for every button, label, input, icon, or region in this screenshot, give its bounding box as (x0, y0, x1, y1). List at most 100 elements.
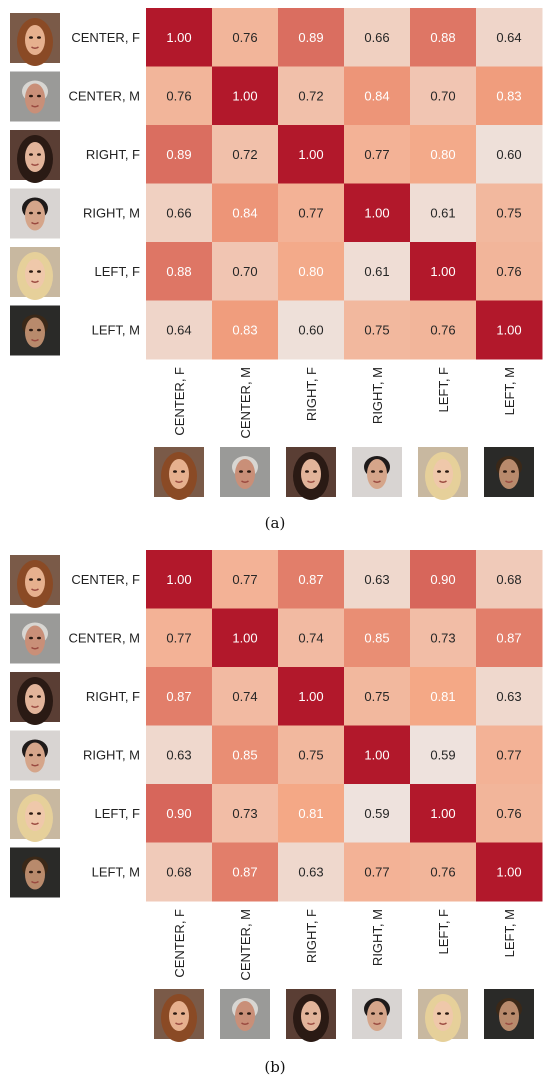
face-mouth (31, 822, 39, 825)
heatmap-cell (410, 8, 477, 67)
face-right-male-icon (10, 188, 60, 239)
face-eye (503, 470, 507, 473)
heatmap-cell (344, 842, 411, 902)
face-eye (247, 470, 251, 473)
cell-value-label: 0.81 (298, 806, 323, 821)
cell-value-label: 0.76 (430, 322, 455, 337)
face-left-male-icon (10, 847, 60, 898)
face-skin (499, 1001, 519, 1031)
heatmap-cell (212, 784, 279, 843)
heatmap-cell (278, 66, 345, 126)
cell-value-label: 0.75 (496, 205, 521, 220)
cell-value-label: 1.00 (298, 689, 323, 704)
heatmap-cell (146, 725, 213, 785)
face-skin (235, 1001, 255, 1031)
face-eye (313, 1012, 317, 1015)
face-skin (25, 567, 45, 597)
heatmap-cell (146, 242, 213, 301)
column-label: RIGHT, M (370, 367, 385, 424)
cell-value-label: 1.00 (364, 747, 389, 762)
face-mouth (31, 880, 39, 884)
face-eye (445, 1012, 449, 1015)
row-label: LEFT, F (94, 806, 140, 821)
heatmap-panel-b: 1.00 0.77 0.87 0.63 0.90 0.68 0.77 1.00 0.74 0.85… (0, 545, 550, 1085)
face-skin (25, 317, 45, 348)
heatmap-cell (410, 300, 477, 360)
face-center-male-icon (220, 989, 270, 1039)
face-skin (301, 459, 321, 489)
face-eye (181, 1012, 185, 1015)
cell-value-label: 1.00 (166, 572, 191, 587)
cell-value-label: 0.63 (166, 747, 191, 762)
face-skin (25, 684, 45, 714)
face-eye (181, 470, 185, 473)
heatmap-cell (212, 608, 279, 668)
face-eye (37, 636, 41, 640)
cell-value-label: 0.61 (430, 205, 455, 220)
cell-value-label: 0.75 (364, 322, 389, 337)
cell-value-label: 0.75 (364, 689, 389, 704)
face-mouth (31, 104, 39, 108)
face-eye (247, 1012, 251, 1015)
cell-value-label: 0.74 (298, 630, 323, 645)
row-label: RIGHT, M (83, 205, 140, 220)
cell-value-label: 0.83 (232, 322, 257, 337)
face-left-female-icon (10, 789, 60, 842)
heatmap-cell (212, 550, 279, 609)
cell-value-label: 0.81 (430, 689, 455, 704)
heatmap-a: 1.00 0.76 0.89 0.66 0.88 0.64 0.76 1.00 0.72 0.84… (10, 8, 543, 532)
face-mouth (175, 1022, 183, 1025)
heatmap-cell (278, 183, 345, 243)
row-label: CENTER, F (71, 572, 140, 587)
heatmap-cell (476, 842, 543, 902)
cell-value-label: 1.00 (496, 864, 521, 879)
face-eye (29, 211, 33, 215)
heatmap-cell (146, 550, 213, 609)
face-mouth (505, 1022, 513, 1025)
cell-value-label: 0.76 (496, 806, 521, 821)
cell-value-label: 1.00 (364, 205, 389, 220)
row-label: CENTER, F (71, 30, 140, 45)
cell-value-label: 0.73 (232, 806, 257, 821)
cell-value-label: 0.72 (298, 88, 323, 103)
heatmap-cell (344, 183, 411, 243)
cell-value-label: 0.59 (430, 747, 455, 762)
face-eye (379, 470, 383, 473)
cell-value-label: 0.87 (298, 572, 323, 587)
face-skin (25, 859, 45, 890)
face-skin (25, 25, 45, 55)
cell-value-label: 0.66 (166, 205, 191, 220)
cell-value-label: 1.00 (430, 806, 455, 821)
face-center-female-icon (154, 447, 204, 500)
row-label: CENTER, M (69, 88, 141, 103)
cell-value-label: 1.00 (496, 322, 521, 337)
heatmap-cell (212, 842, 279, 902)
cell-value-label: 0.89 (166, 147, 191, 162)
heatmap-cell (278, 667, 345, 726)
column-label: CENTER, F (172, 367, 187, 436)
cell-value-label: 0.75 (298, 747, 323, 762)
face-eye (371, 470, 375, 473)
heatmap-cell (344, 300, 411, 360)
heatmap-cell (410, 784, 477, 843)
face-eye (511, 470, 515, 473)
cell-value-label: 0.68 (496, 572, 521, 587)
face-skin (169, 459, 189, 489)
heatmap-b: 1.00 0.77 0.87 0.63 0.90 0.68 0.77 1.00 0.74 0.85… (10, 550, 543, 1076)
cell-value-label: 0.74 (232, 689, 257, 704)
face-center-male-icon (220, 447, 270, 497)
column-label: LEFT, F (436, 367, 451, 413)
face-eye (37, 812, 41, 815)
face-eye (29, 328, 33, 332)
heatmap-cell (278, 242, 345, 301)
heatmap-cell (212, 125, 279, 184)
face-mouth (307, 480, 315, 483)
heatmap-cell (476, 125, 543, 184)
face-skin (25, 742, 45, 773)
face-right-female-icon (286, 447, 336, 500)
row-label: RIGHT, M (83, 747, 140, 762)
panel-caption: (a) (265, 514, 286, 532)
heatmap-cell (476, 725, 543, 785)
cell-value-label: 0.72 (232, 147, 257, 162)
face-eye (379, 1012, 383, 1015)
